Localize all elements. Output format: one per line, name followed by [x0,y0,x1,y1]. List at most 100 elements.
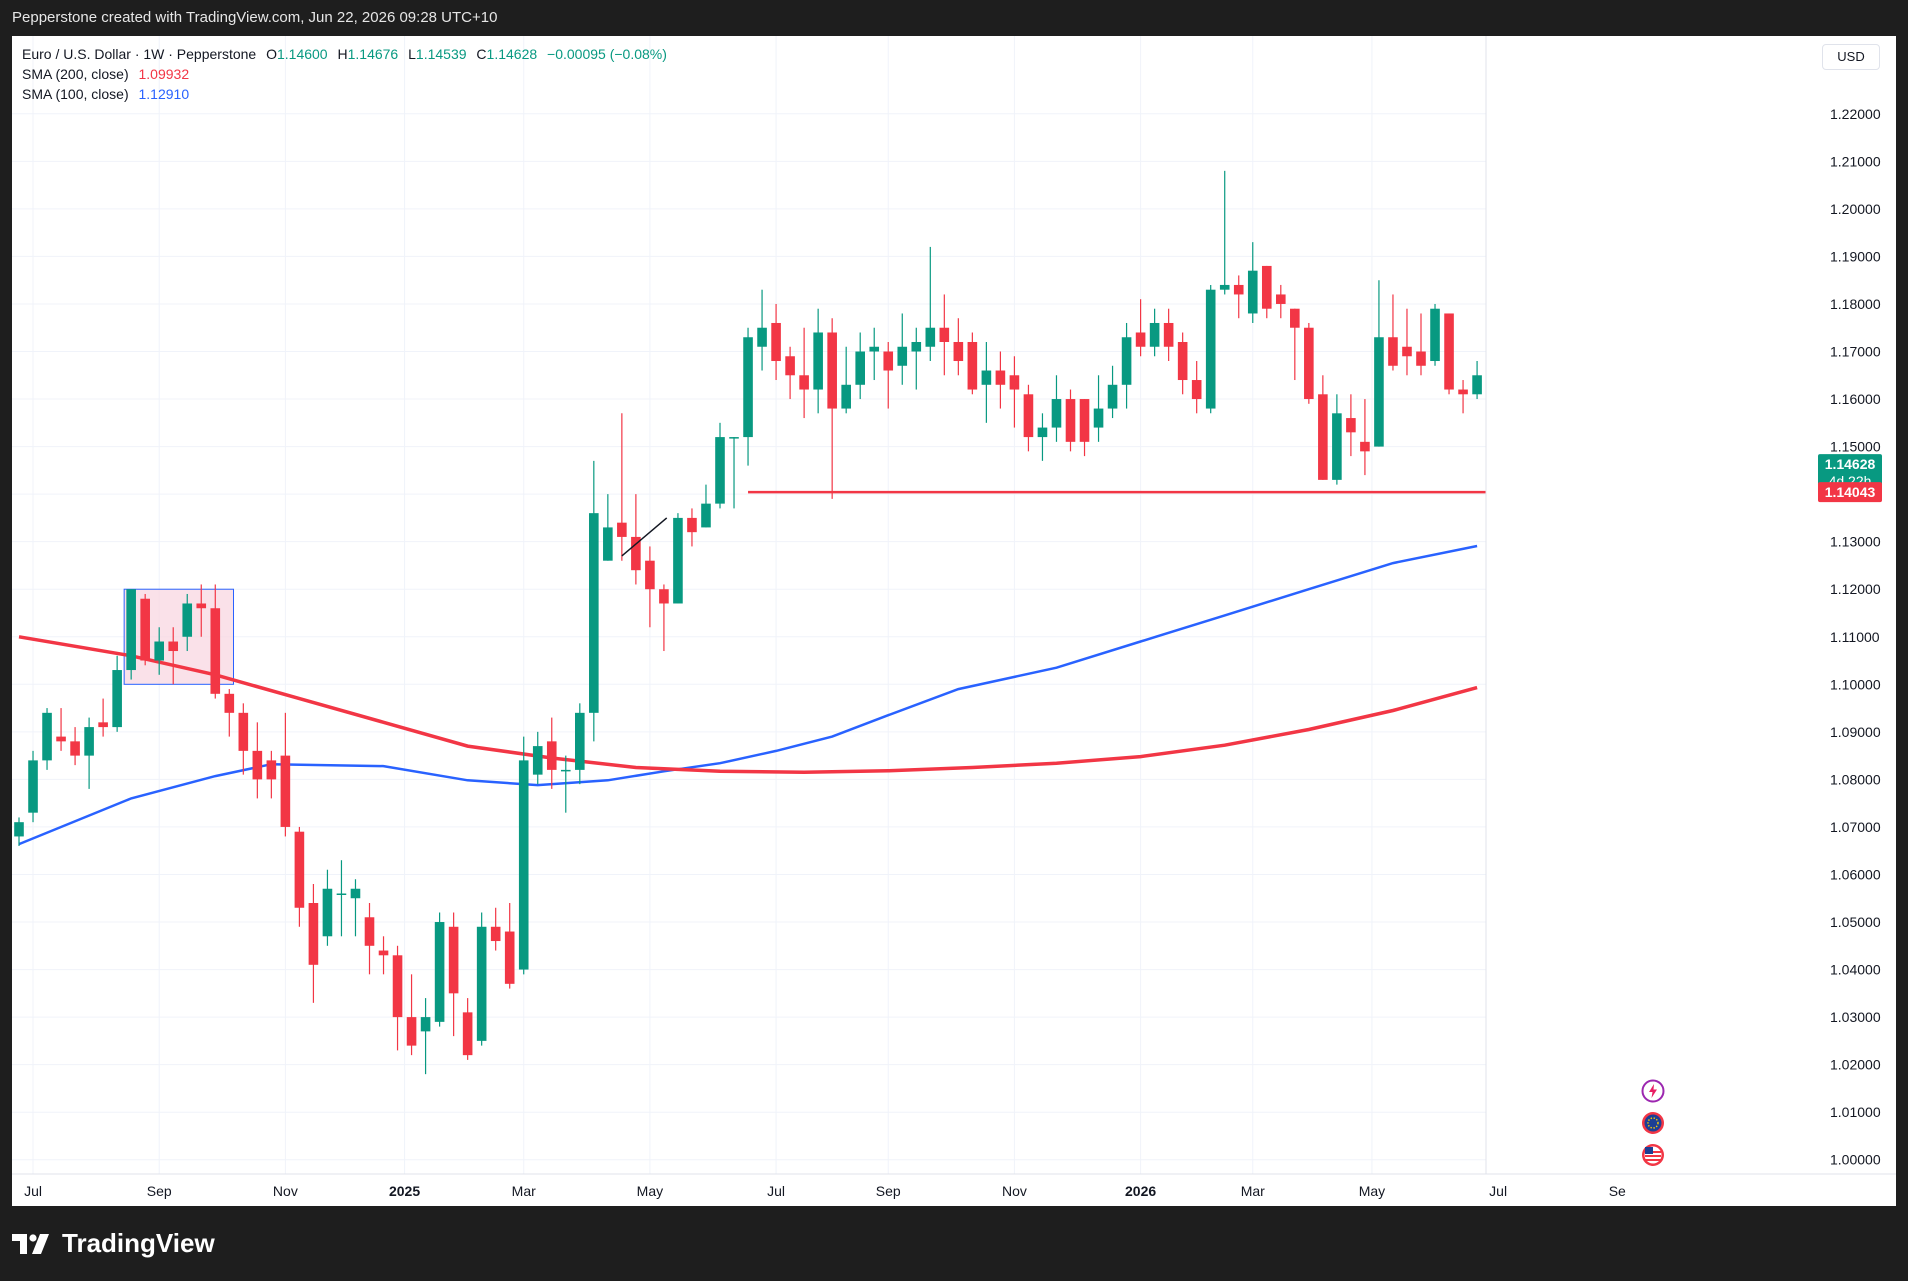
price-tick-label: 1.18000 [1830,296,1881,312]
sma100-label[interactable]: SMA (100, close) [22,86,129,102]
candle [603,494,613,561]
candle [967,332,978,395]
price-tick-label: 1.22000 [1830,106,1881,122]
candle [434,912,445,1027]
candle [799,327,809,419]
candle [224,689,235,737]
candle-body [518,760,529,970]
candle-body [757,327,767,347]
time-tick-label: 2026 [1125,1183,1156,1199]
high-label: H [337,46,348,62]
candle-body [1065,399,1076,442]
tradingview-logo-icon [12,1233,49,1254]
candle [1304,322,1314,404]
candle-body [406,1017,417,1046]
candle [897,313,908,385]
candle [210,584,221,699]
symbol-legend-row[interactable]: Euro / U.S. Dollar · 1W · Pepperstone O1… [22,44,667,64]
candle-body [827,332,837,409]
price-tick-label: 1.10000 [1830,676,1881,692]
candle [1121,322,1132,409]
candle [1023,384,1034,452]
candle [14,817,24,846]
candle-body [575,712,585,770]
time-tick-label: Nov [1002,1183,1027,1199]
symbol-title[interactable]: Euro / U.S. Dollar · 1W · Pepperstone [22,46,257,62]
candle-body [1416,351,1426,366]
price-tick-label: 1.07000 [1830,819,1881,835]
candle-body [939,327,950,342]
candle [1079,399,1090,457]
candle-body [1458,389,1468,395]
candle [546,717,557,789]
candle [575,703,585,785]
candle-body [392,955,403,1018]
sma200-value: 1.09932 [138,66,190,82]
candle-body [925,327,936,347]
candle-body [546,741,557,770]
sma100-legend-row[interactable]: SMA (100, close) 1.12910 [22,84,667,104]
candle-body [855,351,865,385]
candle-body [112,670,122,728]
candle-body [1332,413,1342,480]
flash-event-icon[interactable] [1641,1079,1665,1103]
candle-body [673,517,683,604]
candle [995,351,1006,409]
time-tick-label: 2025 [389,1183,420,1199]
candle [1430,303,1440,366]
candle [911,327,922,390]
price-axis-background [1486,36,1896,1206]
candle-body [617,522,627,537]
candle [392,945,403,1051]
candle-body [28,760,38,813]
candle-body [42,712,52,761]
sma200-legend-row[interactable]: SMA (200, close) 1.09932 [22,64,667,84]
high-value: 1.14676 [347,46,399,62]
candle-body [1360,441,1370,452]
candle-body [490,926,501,942]
candle-body [1402,346,1412,357]
candle-body [252,750,263,780]
candle-body [448,926,459,994]
candle [462,998,473,1060]
candle-body [981,370,992,385]
candle [1177,332,1188,395]
tradingview-logo[interactable]: TradingView [12,1228,215,1259]
candle [827,318,837,499]
candle [589,460,599,742]
candle [813,308,823,414]
eu-flag-icon[interactable] [1641,1111,1665,1135]
candle-body [1037,427,1048,438]
candle [1388,294,1398,371]
candle [883,341,894,409]
candle [364,903,375,975]
price-chart[interactable]: 1.22000 1.21000 1.20000 1.19000 1.18000 1.170… [12,36,1896,1206]
currency-selector[interactable]: USD [1822,44,1880,70]
candle [743,327,753,466]
candle-body [210,608,221,694]
candle-body [1247,270,1258,314]
candle-body [1318,394,1328,480]
candle-body [14,822,24,837]
candle-body [294,831,305,908]
sma200-label[interactable]: SMA (200, close) [22,66,129,82]
candle [1009,356,1020,428]
candle [490,907,501,951]
chart-panel[interactable]: 1.22000 1.21000 1.20000 1.19000 1.18000 1.170… [12,36,1896,1206]
candle-body [154,641,164,661]
attribution-header: Pepperstone created with TradingView.com… [12,9,498,26]
candle [1472,361,1482,400]
candle [869,327,880,381]
candle-body [1121,337,1132,385]
candle [518,736,529,975]
candle-body [1261,265,1272,309]
candle-body [1177,341,1188,381]
time-tick-label: May [637,1183,663,1199]
low-value: 1.14539 [415,46,467,62]
candle-body [589,513,599,713]
candle-body [476,926,487,1041]
price-tick-label: 1.06000 [1830,866,1881,882]
us-flag-icon[interactable] [1641,1143,1665,1167]
candle-body [911,341,922,352]
candle [771,303,781,381]
